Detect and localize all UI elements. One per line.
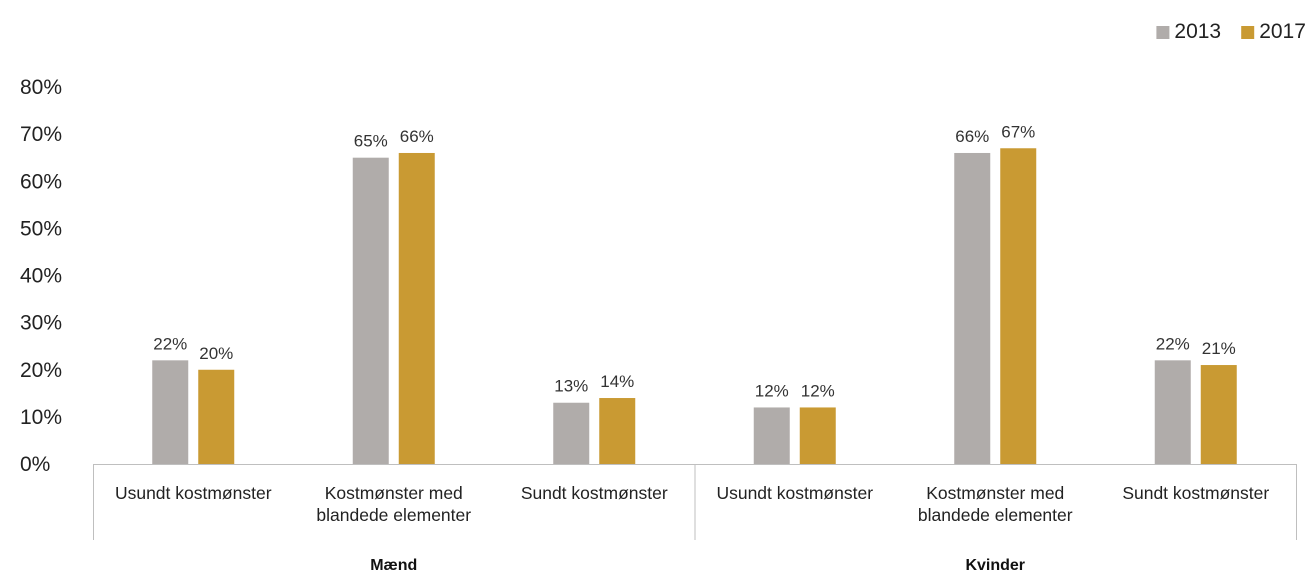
data-label-2013: 66% <box>955 127 989 146</box>
bar-2013 <box>352 157 389 464</box>
bar-2013 <box>1154 360 1191 464</box>
bar-2013 <box>954 152 991 464</box>
data-label-2017: 21% <box>1202 339 1236 358</box>
legend-label-2017: 2017 <box>1259 20 1306 43</box>
y-tick-label: 0% <box>20 453 50 476</box>
y-tick-label: 40% <box>20 265 62 288</box>
y-tick-label: 50% <box>20 217 62 240</box>
x-axis-lines <box>93 464 1297 540</box>
y-tick-label: 80% <box>20 76 62 99</box>
category-label: Kostmønster med blandede elementer <box>316 483 471 525</box>
data-label-2013: 65% <box>354 132 388 151</box>
bar-2017 <box>1200 365 1237 464</box>
data-label-2013: 22% <box>153 334 187 353</box>
group-label: Kvinder <box>965 557 1025 574</box>
bars: 22% 20% 65% 66% 13% 14% 12% 12% 66% 67% 22% 21% <box>152 122 1237 464</box>
bar-2013 <box>553 402 590 464</box>
bar-2017 <box>398 152 435 464</box>
bar-2017 <box>599 398 636 464</box>
data-label-2013: 12% <box>755 381 789 400</box>
bar-2017 <box>1000 148 1037 464</box>
y-axis-tick-labels: 0% 10% 20% 30% 40% 50% 60% 70% 80% <box>20 76 62 476</box>
legend-swatch-2013 <box>1156 26 1170 39</box>
y-tick-label: 70% <box>20 123 62 146</box>
category-label: Usundt kostmønster <box>115 483 272 503</box>
data-label-2017: 20% <box>199 344 233 363</box>
data-label-2017: 12% <box>801 381 835 400</box>
y-tick-label: 30% <box>20 312 62 335</box>
group-label: Mænd <box>370 557 417 574</box>
data-label-2017: 66% <box>400 127 434 146</box>
data-label-2013: 22% <box>1156 334 1190 353</box>
category-label: Usundt kostmønster <box>716 483 873 503</box>
category-labels: Usundt kostmønster Kostmønster med blanded… <box>115 483 1269 574</box>
bar-2013 <box>753 407 790 464</box>
data-label-2017: 14% <box>600 372 634 391</box>
category-label: Sundt kostmønster <box>521 483 668 503</box>
bar-2017 <box>799 407 836 464</box>
y-tick-label: 10% <box>20 406 62 429</box>
y-tick-label: 60% <box>20 170 62 193</box>
data-label-2017: 67% <box>1001 122 1035 141</box>
bar-2017 <box>198 369 235 464</box>
legend-label-2013: 2013 <box>1174 20 1221 43</box>
category-label: Kostmønster med blandede elementer <box>918 483 1073 525</box>
bar-2013 <box>152 360 189 464</box>
category-label: Sundt kostmønster <box>1122 483 1269 503</box>
legend-swatch-2017 <box>1241 26 1255 39</box>
data-label-2013: 13% <box>554 377 588 396</box>
y-tick-label: 20% <box>20 359 62 382</box>
legend: 2013 2017 <box>1156 20 1306 43</box>
